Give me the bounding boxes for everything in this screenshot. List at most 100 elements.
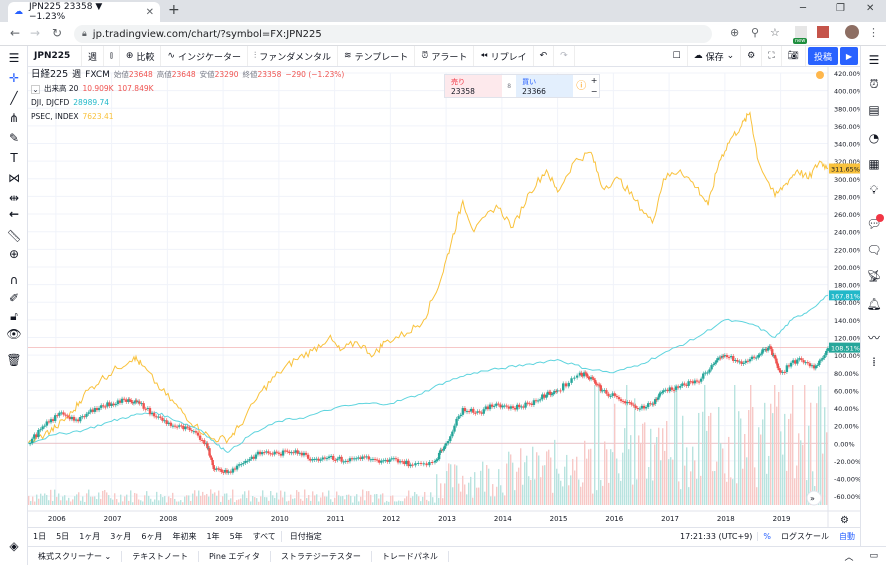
add-icon[interactable]: ⊕	[730, 26, 740, 39]
close-tab-icon[interactable]: ✕	[145, 6, 154, 18]
trend-line-icon[interactable]: ╱	[10, 91, 18, 105]
axis-settings-gear-icon[interactable]: ⚙	[840, 515, 849, 526]
menu-icon[interactable]: ☰	[8, 51, 20, 65]
avatar[interactable]	[845, 25, 859, 39]
eye-icon[interactable]: 👁︎	[6, 327, 22, 341]
new-tab-icon[interactable]: +	[168, 2, 180, 18]
goto-date-button[interactable]: 日付指定	[280, 530, 327, 542]
minimize-icon[interactable]: ─	[800, 3, 807, 14]
dom-icon[interactable]: ⁞	[872, 355, 876, 369]
undo-button[interactable]: ↶	[534, 46, 555, 66]
ideas-bulb-icon[interactable]: 💡︎	[869, 183, 879, 197]
qty-minus-button[interactable]: −	[590, 87, 598, 96]
ruler-icon[interactable]: 📏︎	[6, 229, 22, 243]
sell-button[interactable]: 売り 23358	[445, 75, 503, 97]
alert-button[interactable]: ⏰︎ アラート	[415, 46, 475, 66]
log-scale-toggle[interactable]: ログスケール	[781, 531, 829, 541]
streams-icon[interactable]: 📡︎	[866, 269, 882, 283]
menu-dots-icon[interactable]: ⋮	[868, 26, 879, 39]
range-1y[interactable]: 1年	[206, 531, 220, 541]
compare-button[interactable]: ⊕ 比較	[120, 46, 162, 66]
templates-button[interactable]: ≋ テンプレート	[338, 46, 416, 66]
restore-icon[interactable]: ❐	[836, 3, 845, 14]
chart-type-button[interactable]: ⫾	[104, 46, 120, 66]
order-panel-icon[interactable]: 〰	[867, 331, 880, 345]
tab-strategy-tester[interactable]: ストラテジーテスター	[271, 550, 372, 562]
percent-toggle[interactable]: %	[757, 531, 776, 541]
fullscreen-button[interactable]: ⛶	[762, 46, 782, 66]
qty-plus-button[interactable]: +	[590, 76, 598, 85]
trash-icon[interactable]: 🗑︎	[6, 353, 22, 367]
close-window-icon[interactable]: ✕	[866, 3, 875, 14]
price-chart[interactable]: 420.00% 400.00% 380.00% 360.00% 340.00% 320.0…	[28, 67, 860, 527]
notifications-icon[interactable]: 🔔︎	[866, 297, 882, 311]
snapshot-button[interactable]: 📷︎	[782, 46, 806, 66]
post-button[interactable]: 投稿	[808, 47, 838, 65]
range-5y[interactable]: 5年	[229, 531, 243, 541]
auto-scale-toggle[interactable]: 自動	[839, 531, 855, 541]
candle-body	[142, 403, 145, 409]
info-icon[interactable]: ⓘ	[576, 81, 587, 92]
data-window-icon[interactable]: ▤	[868, 103, 880, 117]
quantity-stepper[interactable]: + −	[589, 75, 599, 97]
pitchfork-icon[interactable]: ⋔	[8, 111, 20, 125]
tab-text-notes[interactable]: テキストノート	[122, 550, 200, 562]
play-button[interactable]: ▶	[840, 47, 858, 65]
redo-button[interactable]: ↷	[554, 46, 575, 66]
settings-button[interactable]: ⚙	[741, 46, 763, 66]
maximize-panel-icon[interactable]: ▭	[869, 551, 878, 561]
calendar-icon[interactable]: ▦	[868, 157, 880, 171]
zoom-icon[interactable]: ⚲	[751, 26, 760, 39]
range-3m[interactable]: 3ヶ月	[110, 531, 132, 541]
range-6m[interactable]: 6ヶ月	[141, 531, 163, 541]
bookmark-star-icon[interactable]: ☆	[770, 26, 780, 39]
range-all[interactable]: すべて	[252, 531, 276, 541]
indicators-button[interactable]: ∿ インジケーター	[161, 46, 249, 66]
back-icon[interactable]: ←	[10, 26, 21, 40]
pencil-lock-icon[interactable]: ✐	[8, 291, 20, 305]
range-5d[interactable]: 5日	[56, 531, 70, 541]
tab-pine-editor[interactable]: Pine エディタ	[199, 550, 271, 562]
buy-button[interactable]: 買い 23366	[516, 75, 574, 97]
scroll-to-realtime-button[interactable]	[806, 490, 822, 506]
magnet-icon[interactable]: ∩	[9, 273, 19, 287]
candle-body	[58, 412, 61, 416]
collapse-panel-icon[interactable]: ︿	[844, 552, 854, 563]
brush-icon[interactable]: ✎	[8, 131, 20, 145]
candle-body	[72, 416, 76, 421]
lock-icon[interactable]: 🔓︎	[10, 309, 18, 323]
range-1d[interactable]: 1日	[33, 531, 47, 541]
text-icon[interactable]: T	[10, 151, 18, 165]
zoom-in-icon[interactable]: ⊕	[8, 247, 20, 261]
pdf-extension-icon[interactable]	[817, 26, 829, 38]
layout-button[interactable]: ☐	[667, 46, 688, 66]
range-1m[interactable]: 1ヶ月	[79, 531, 101, 541]
forward-icon[interactable]: →	[30, 26, 41, 40]
save-button[interactable]: ☁ 保存 ⌄	[688, 46, 742, 66]
alarm-clock-icon[interactable]: ⏰︎	[869, 77, 879, 91]
candle-body	[570, 378, 573, 383]
symbol-search[interactable]: JPN225	[28, 46, 82, 66]
pattern-icon[interactable]: ⋈	[8, 171, 20, 185]
url-input[interactable]: 🔒︎ jp.tradingview.com/chart/?symbol=FX:J…	[74, 25, 712, 43]
arrow-left-icon[interactable]: ←	[8, 207, 20, 221]
clock-time[interactable]: 17:21:33 (UTC+9)	[680, 531, 753, 541]
prediction-icon[interactable]: ⇹	[8, 191, 20, 205]
tab-stock-screener[interactable]: 株式スクリーナー ⌄	[28, 550, 123, 562]
interval-button[interactable]: 週	[82, 46, 105, 66]
fundamentals-button[interactable]: ⫶ ファンダメンタル	[248, 46, 339, 66]
browser-tab[interactable]: ☁ JPN225 23358 ▼ −1.23% ✕	[8, 2, 160, 22]
reload-icon[interactable]: ↻	[52, 26, 63, 40]
volume-bar	[784, 413, 786, 505]
crosshair-icon[interactable]: ✛	[8, 71, 20, 85]
replay-button[interactable]: ⏪︎ リプレイ	[474, 46, 534, 66]
range-ytd[interactable]: 年初来	[172, 531, 197, 541]
extension-icon[interactable]	[795, 26, 807, 38]
layers-icon[interactable]: ◈	[9, 539, 19, 553]
collapse-chevron-icon[interactable]: ⌄	[31, 84, 40, 94]
hotlist-icon[interactable]: ◔	[868, 131, 880, 145]
candle-body	[120, 398, 124, 403]
watchlist-icon[interactable]: ☰	[868, 53, 880, 67]
messages-icon[interactable]: 🗨︎	[866, 243, 882, 257]
tab-trade-panel[interactable]: トレードパネル	[372, 550, 449, 562]
